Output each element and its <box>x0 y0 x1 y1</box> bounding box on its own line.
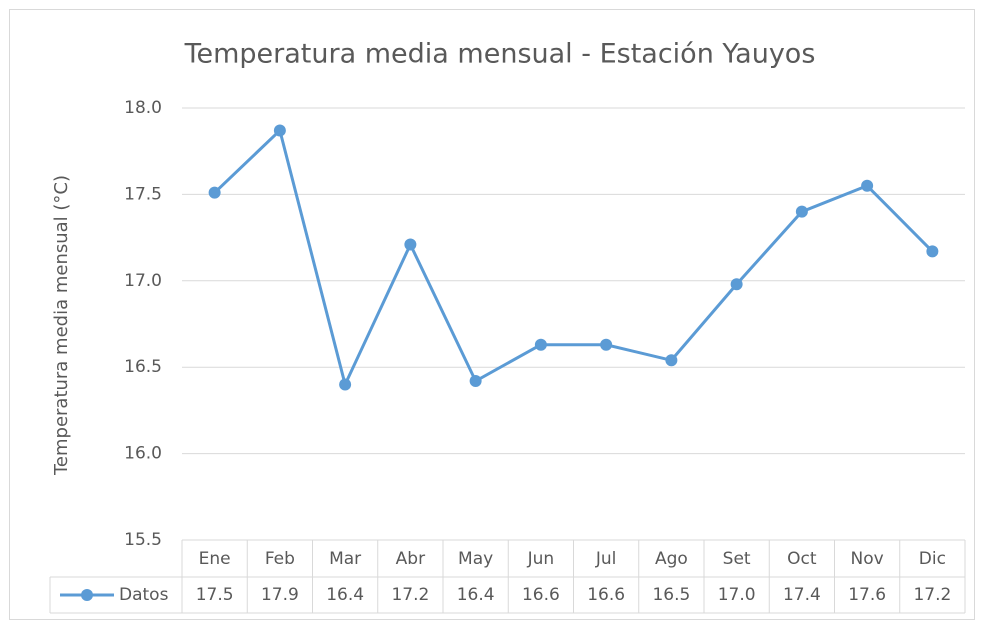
x-tick-label: Ene <box>199 549 231 569</box>
data-point <box>404 238 417 251</box>
data-point <box>534 338 547 351</box>
y-tick-label: 17.5 <box>124 184 162 204</box>
table-value: 17.2 <box>913 585 951 605</box>
table-value: 16.4 <box>326 585 364 605</box>
data-point <box>730 278 743 291</box>
data-point <box>665 354 678 367</box>
table-value: 16.6 <box>587 585 625 605</box>
table-value: 16.6 <box>522 585 560 605</box>
table-value: 17.5 <box>196 585 234 605</box>
data-point <box>861 179 874 192</box>
y-tick-label: 16.5 <box>124 357 162 377</box>
data-point <box>469 375 482 388</box>
y-tick-label: 18.0 <box>124 98 162 118</box>
legend-marker <box>81 589 93 601</box>
x-tick-label: Jul <box>595 549 617 569</box>
data-point <box>926 245 939 258</box>
y-axis-label: Temperatura media mensual (°C) <box>51 175 72 476</box>
table-value: 17.6 <box>848 585 886 605</box>
table-value: 16.4 <box>457 585 495 605</box>
y-tick-label: 15.5 <box>124 530 162 550</box>
y-tick-label: 17.0 <box>124 271 162 291</box>
legend-label: Datos <box>119 585 169 605</box>
table-value: 17.9 <box>261 585 299 605</box>
x-tick-label: Feb <box>265 549 295 569</box>
table-value: 17.4 <box>783 585 821 605</box>
data-point <box>208 186 221 199</box>
chart-title: Temperatura media mensual - Estación Yau… <box>184 39 816 70</box>
y-tick-label: 16.0 <box>124 444 162 464</box>
data-point <box>795 205 808 218</box>
x-tick-label: Jun <box>527 549 555 569</box>
x-tick-label: Dic <box>919 549 946 569</box>
x-tick-label: Mar <box>329 549 361 569</box>
series-line <box>213 128 934 386</box>
x-tick-label: Abr <box>396 549 425 569</box>
chart-border <box>9 9 975 620</box>
x-tick-label: May <box>458 549 493 569</box>
table-value: 16.5 <box>652 585 690 605</box>
x-tick-label: Nov <box>851 549 884 569</box>
x-tick-label: Oct <box>787 549 817 569</box>
data-point <box>339 378 352 391</box>
data-point <box>273 124 286 137</box>
data-point <box>600 338 613 351</box>
table-value: 17.2 <box>391 585 429 605</box>
x-tick-label: Ago <box>655 549 688 569</box>
x-tick-label: Set <box>723 549 751 569</box>
table-value: 17.0 <box>718 585 756 605</box>
